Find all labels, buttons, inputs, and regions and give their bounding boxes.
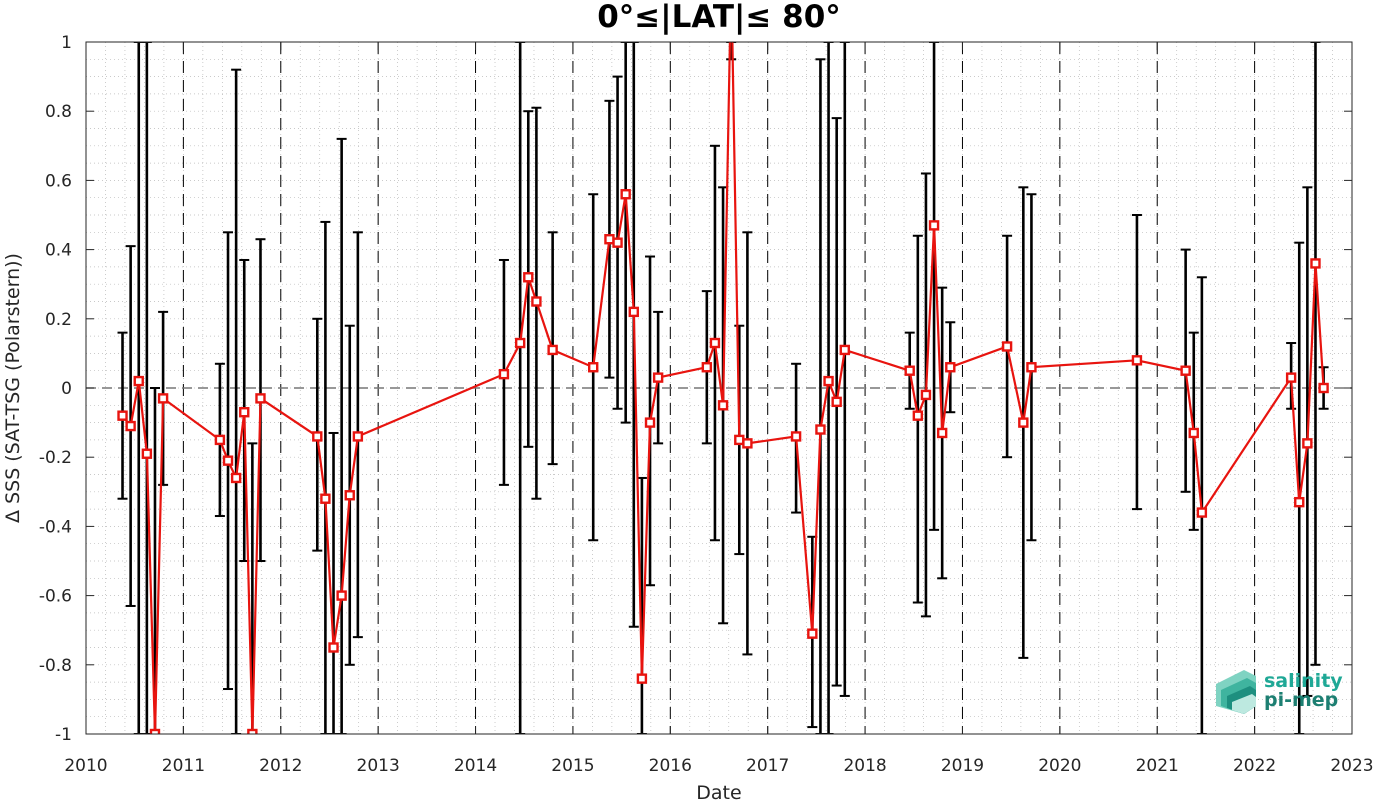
- data-point-marker: [344, 490, 355, 501]
- data-point-marker: [320, 493, 331, 504]
- x-tick-labels: 2010 2011 2012 2013 2014 2015 2016 2017 2018 2019…: [64, 756, 1373, 776]
- logo-text-pimep: pi-mep: [1264, 689, 1338, 711]
- y-tick-labels: -1 -0.8 -0.6 -0.4 -0.2 0 0.2 0.4 0.6 0.8 1: [39, 33, 72, 745]
- x-tick-label: 2019: [941, 756, 984, 776]
- data-point-marker: [352, 431, 364, 442]
- y-tick-label: -0.6: [39, 587, 72, 607]
- data-point-marker: [1310, 258, 1321, 269]
- data-point-marker: [815, 424, 826, 435]
- y-tick-label: 0.6: [45, 171, 72, 191]
- data-point-marker: [1180, 365, 1191, 376]
- data-point-marker: [701, 362, 713, 373]
- logo-mark-icon: [1216, 670, 1256, 714]
- x-tick-label: 2017: [746, 756, 789, 776]
- data-point-marker: [823, 375, 834, 387]
- data-point-marker: [920, 389, 932, 401]
- data-point-marker: [1302, 438, 1313, 449]
- data-point-marker: [1285, 372, 1297, 383]
- data-point-marker: [904, 365, 915, 376]
- data-point-marker: [1188, 427, 1199, 439]
- data-point-marker: [498, 368, 510, 380]
- data-point-marker: [807, 628, 818, 639]
- data-point-marker: [328, 642, 339, 653]
- data-point-marker: [1318, 382, 1329, 394]
- data-point-marker: [133, 375, 144, 387]
- y-tick-label: -0.2: [39, 448, 72, 468]
- data-point-marker: [230, 472, 242, 484]
- data-point-marker: [523, 272, 534, 283]
- y-tick-label: 0.4: [45, 241, 72, 261]
- data-point-marker: [831, 396, 842, 408]
- x-tick-label: 2018: [843, 756, 886, 776]
- data-point-marker: [588, 362, 599, 373]
- y-tick-label: 0: [61, 379, 72, 399]
- data-point-marker: [149, 728, 161, 734]
- data-point-marker: [620, 189, 631, 200]
- data-point-marker: [1018, 417, 1029, 428]
- data-point-marker: [928, 220, 940, 231]
- data-point-marker: [709, 337, 721, 349]
- x-axis-label: Date: [696, 782, 741, 801]
- data-point-marker: [717, 400, 729, 411]
- data-point-marker: [652, 372, 664, 383]
- series-markers: [117, 189, 1329, 734]
- x-tick-label: 2014: [454, 756, 497, 776]
- y-tick-label: 0.8: [45, 102, 72, 122]
- data-point-marker: [636, 673, 648, 684]
- logo-text-salinity: salinity: [1264, 670, 1343, 692]
- y-axis-label: Δ SSS (SAT-TSG (Polarstern)): [2, 253, 24, 523]
- data-point-marker: [157, 393, 169, 404]
- data-point-marker: [734, 434, 745, 446]
- ticks: [85, 41, 1353, 735]
- x-tick-label: 2023: [1330, 756, 1373, 776]
- data-point-marker: [1131, 355, 1143, 366]
- data-point-marker: [214, 434, 226, 446]
- data-point-marker: [336, 590, 347, 601]
- data-point-marker: [628, 306, 639, 318]
- x-tick-label: 2012: [259, 756, 302, 776]
- data-point-marker: [644, 417, 656, 428]
- data-point-marker: [547, 344, 558, 356]
- data-point-marker: [247, 728, 258, 734]
- data-point-marker: [141, 448, 153, 459]
- data-point-marker: [790, 431, 802, 442]
- grid: [85, 41, 1353, 735]
- data-point-marker: [604, 234, 615, 245]
- y-tick-label: -0.8: [39, 656, 72, 676]
- x-tick-label: 2013: [357, 756, 400, 776]
- data-point-marker: [945, 362, 956, 373]
- x-tick-label: 2020: [1038, 756, 1081, 776]
- data-point-marker: [612, 237, 623, 248]
- x-tick-label: 2011: [162, 756, 205, 776]
- data-point-marker: [222, 455, 234, 466]
- data-point-marker: [239, 407, 250, 418]
- data-point-marker: [117, 410, 128, 421]
- data-point-marker: [125, 420, 136, 432]
- data-point-marker: [531, 296, 542, 307]
- data-point-marker: [839, 344, 850, 356]
- data-point-marker: [1294, 496, 1305, 508]
- x-tick-label: 2010: [64, 756, 107, 776]
- x-tick-label: 2021: [1136, 756, 1179, 776]
- y-tick-label: -1: [55, 725, 72, 745]
- y-tick-label: 1: [61, 33, 72, 53]
- x-tick-label: 2022: [1233, 756, 1276, 776]
- data-point-marker: [742, 438, 753, 449]
- x-tick-label: 2015: [551, 756, 594, 776]
- y-tick-label: 0.2: [45, 310, 72, 330]
- data-point-marker: [312, 431, 323, 442]
- salinity-pi-mep-logo: salinity pi-mep: [1216, 670, 1343, 714]
- data-point-marker: [1001, 341, 1013, 352]
- data-point-marker: [936, 427, 948, 439]
- data-point-marker: [1026, 362, 1037, 373]
- chart-title: 0°≤|LAT|≤ 80°: [597, 0, 841, 35]
- data-point-marker: [514, 337, 526, 349]
- data-point-marker: [1196, 507, 1208, 518]
- data-point-marker: [255, 393, 266, 404]
- x-tick-label: 2016: [649, 756, 692, 776]
- y-tick-label: -0.4: [39, 517, 72, 537]
- data-point-marker: [912, 410, 924, 421]
